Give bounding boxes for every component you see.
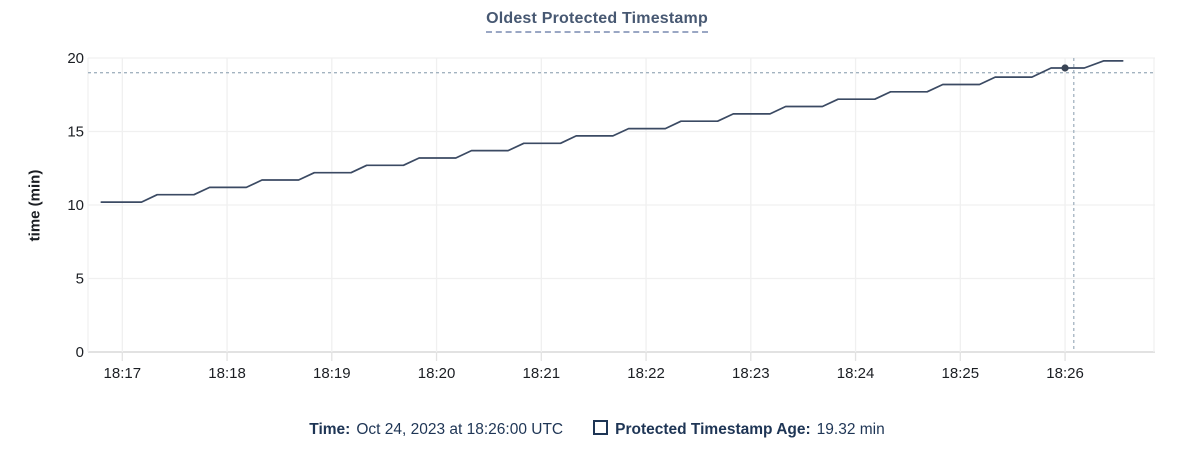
- x-tick-label: 18:21: [523, 365, 561, 382]
- chart-header: Oldest Protected Timestamp: [0, 10, 1194, 33]
- x-tick-label: 18:26: [1046, 365, 1084, 382]
- series-value: 19.32 min: [816, 421, 885, 438]
- time-label: Time:: [309, 421, 351, 438]
- series-swatch-icon: [593, 420, 609, 435]
- time-value: Oct 24, 2023 at 18:26:00 UTC: [356, 421, 564, 438]
- x-tick-label: 18:17: [104, 365, 142, 382]
- y-tick-label: 10: [67, 197, 84, 214]
- series-label: Protected Timestamp Age:: [615, 421, 811, 438]
- x-tick-label: 18:25: [942, 365, 980, 382]
- x-tick-label: 18:24: [837, 365, 875, 382]
- y-tick-label: 5: [76, 271, 84, 288]
- series-line: [100, 60, 1124, 203]
- x-tick-label: 18:23: [732, 365, 770, 382]
- chart-title: Oldest Protected Timestamp: [486, 10, 708, 33]
- x-tick-label: 18:18: [208, 365, 246, 382]
- y-tick-label: 0: [76, 344, 84, 361]
- hover-dot: [1061, 64, 1069, 72]
- x-tick-label: 18:22: [627, 365, 665, 382]
- y-tick-label: 15: [67, 124, 84, 141]
- x-tick-label: 18:19: [313, 365, 351, 382]
- y-tick-label: 20: [67, 50, 84, 67]
- x-tick-label: 18:20: [418, 365, 456, 382]
- hover-tooltip-legend: Time: Oct 24, 2023 at 18:26:00 UTC Protect…: [0, 420, 1194, 439]
